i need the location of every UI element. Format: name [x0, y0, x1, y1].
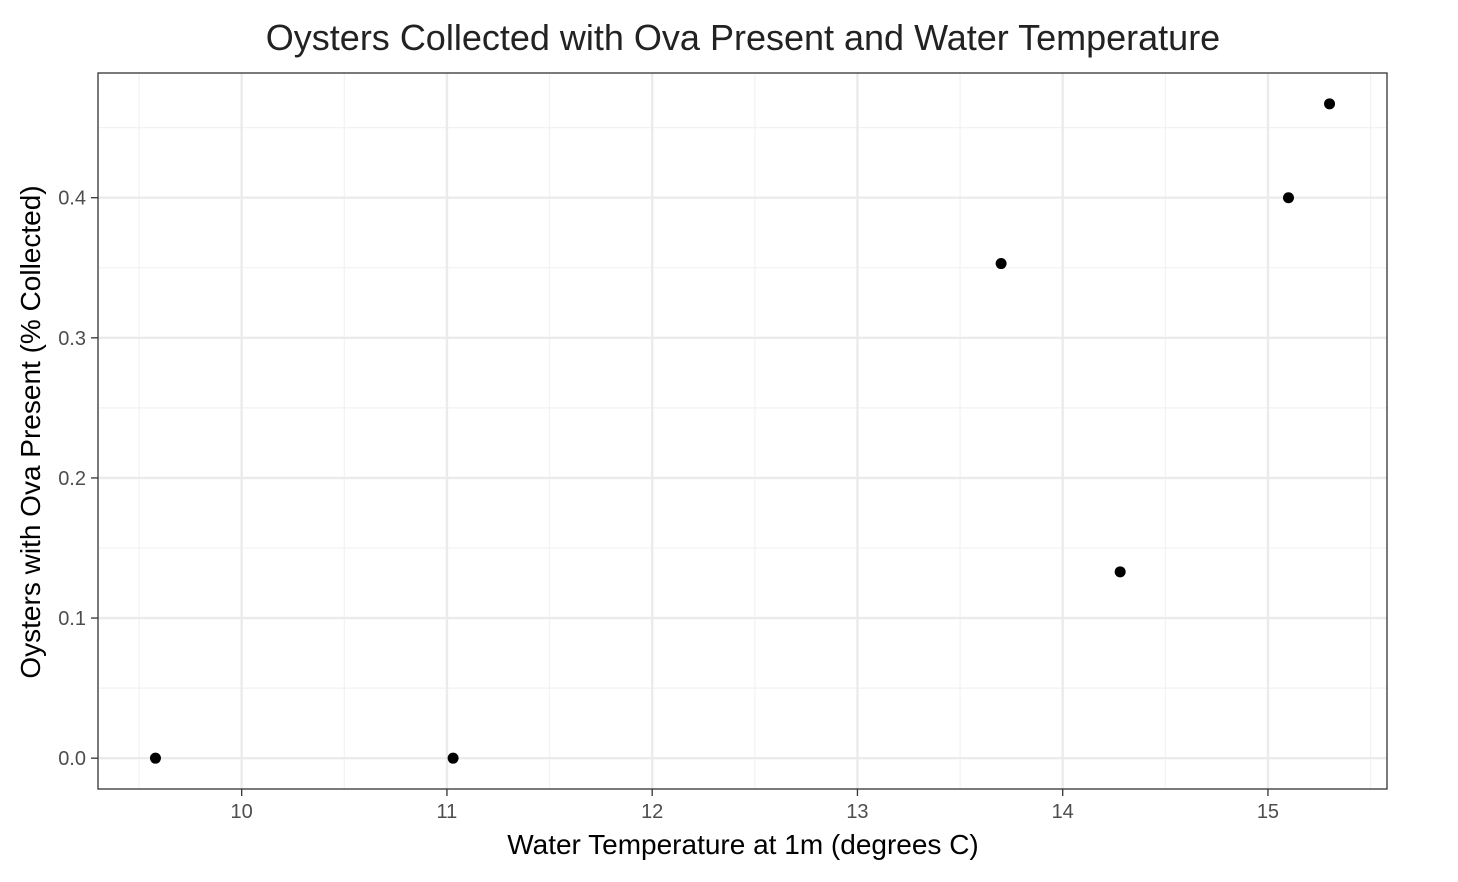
y-axis-ticks: 0.0 0.1 0.2 0.3 0.4 [58, 188, 98, 770]
data-point [1282, 192, 1294, 204]
y-tick-label: 0.2 [58, 468, 86, 490]
data-point [995, 258, 1007, 270]
x-tick-label: 11 [437, 801, 458, 823]
data-points [149, 98, 1336, 764]
y-tick-label: 0.3 [58, 328, 86, 350]
chart-title: Oysters Collected with Ova Present and W… [266, 17, 1220, 58]
data-point [1114, 566, 1126, 578]
plot-panel-border [97, 72, 1388, 790]
y-tick-label: 0.1 [58, 608, 86, 630]
x-tick-label: 12 [641, 801, 663, 823]
data-point [447, 752, 459, 764]
y-axis-label: Oysters with Ova Present (% Collected) [15, 185, 46, 678]
x-tick-label: 10 [231, 801, 253, 823]
data-point [1324, 98, 1336, 110]
x-tick-label: 15 [1257, 801, 1279, 823]
data-point [149, 752, 161, 764]
y-tick-label: 0.0 [58, 748, 86, 770]
grid-lines [98, 73, 1387, 789]
x-tick-label: 14 [1052, 801, 1074, 823]
x-tick-label: 13 [846, 801, 868, 823]
x-axis-label: Water Temperature at 1m (degrees C) [507, 829, 979, 860]
x-axis-ticks: 10 11 12 13 14 15 [231, 789, 1279, 823]
y-tick-label: 0.4 [58, 188, 86, 210]
